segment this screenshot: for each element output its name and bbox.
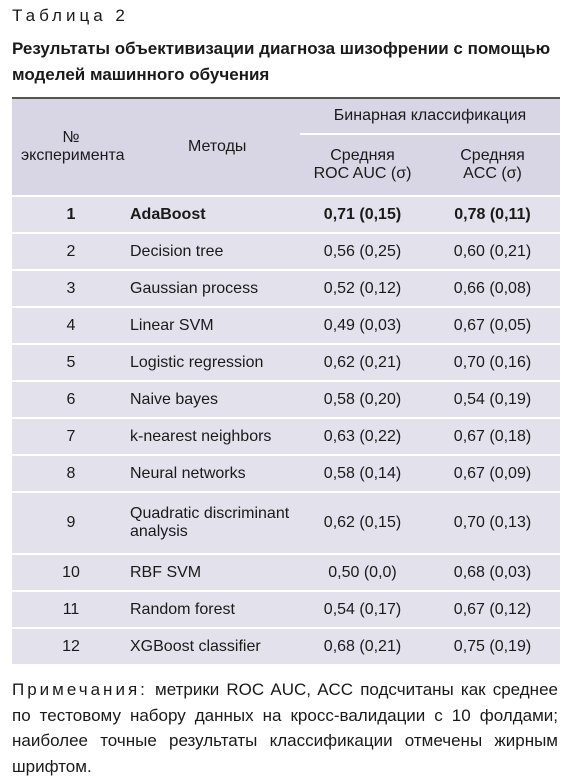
row-number: 8 [12, 454, 130, 492]
method: Naive bayes [130, 380, 300, 418]
acc: 0,54 (0,19) [425, 380, 560, 418]
row-number: 3 [12, 269, 130, 307]
roc-auc: 0,54 (0,17) [300, 590, 425, 628]
acc: 0,78 (0,11) [425, 195, 560, 233]
row-number: 9 [12, 491, 130, 554]
header-text: Средняя ROC AUC (σ) [313, 147, 412, 182]
row-number: 1 [12, 195, 130, 233]
header-cell: Средняя ROC AUC (σ) [300, 134, 425, 197]
roc-auc: 0,56 (0,25) [300, 232, 425, 270]
note-text: метрики ROC AUC, ACC подсчитаны как сред… [12, 680, 558, 776]
roc-auc: 0,52 (0,12) [300, 269, 425, 307]
row-number: 7 [12, 417, 130, 455]
method: k-nearest neighbors [130, 417, 300, 455]
acc: 0,68 (0,03) [425, 553, 560, 591]
header-cell: № эксперимента [12, 98, 130, 197]
roc-auc: 0,68 (0,21) [300, 627, 425, 664]
table-label: Таблица 2 [12, 6, 129, 25]
method: Gaussian process [130, 269, 300, 307]
method: XGBoost classifier [130, 627, 300, 664]
acc: 0,66 (0,08) [425, 269, 560, 307]
table-row: 6 Naive bayes 0,58 (0,20) 0,54 (0,19) [12, 380, 560, 418]
table-row: 12 XGBoost classifier 0,68 (0,21) 0,75 (0,1… [12, 627, 560, 664]
roc-auc: 0,63 (0,22) [300, 417, 425, 455]
note: Примечания: метрики ROC AUC, ACC подсчит… [12, 677, 558, 779]
header-text: № эксперимента [21, 129, 125, 164]
table-row: 5 Logistic regression 0,62 (0,21) 0,70 (0,1… [12, 343, 560, 381]
method: Neural networks [130, 454, 300, 492]
roc-auc: 0,62 (0,21) [300, 343, 425, 381]
table-row: 9 Quadratic discriminant analysis 0,62 (0,… [12, 491, 560, 554]
row-number: 5 [12, 343, 130, 381]
acc: 0,60 (0,21) [425, 232, 560, 270]
header-text: Средняя ACC (σ) [460, 147, 525, 182]
method: Linear SVM [130, 306, 300, 344]
roc-auc: 0,50 (0,0) [300, 553, 425, 591]
row-number: 6 [12, 380, 130, 418]
table-row: 1 AdaBoost 0,71 (0,15) 0,78 (0,11) [12, 195, 560, 233]
table-row: 8 Neural networks 0,58 (0,14) 0,67 (0,09) [12, 454, 560, 492]
table-row: 2 Decision tree 0,56 (0,25) 0,60 (0,21) [12, 232, 560, 270]
acc: 0,70 (0,13) [425, 491, 560, 554]
method: Logistic regression [130, 343, 300, 381]
method: Decision tree [130, 232, 300, 270]
roc-auc: 0,62 (0,15) [300, 491, 425, 554]
acc: 0,67 (0,18) [425, 417, 560, 455]
acc: 0,67 (0,12) [425, 590, 560, 628]
header-cell: Методы [130, 98, 300, 197]
acc: 0,67 (0,09) [425, 454, 560, 492]
acc: 0,67 (0,05) [425, 306, 560, 344]
row-number: 11 [12, 590, 130, 628]
table-row: 3 Gaussian process 0,52 (0,12) 0,66 (0,08) [12, 269, 560, 307]
header-cell: Средняя ACC (σ) [425, 134, 560, 197]
header-cell: Бинарная классификация [300, 98, 560, 135]
table-row: 4 Linear SVM 0,49 (0,03) 0,67 (0,05) [12, 306, 560, 344]
table-row: 10 RBF SVM 0,50 (0,0) 0,68 (0,03) [12, 553, 560, 591]
table-row: 11 Random forest 0,54 (0,17) 0,67 (0,12) [12, 590, 560, 628]
roc-auc: 0,49 (0,03) [300, 306, 425, 344]
method: Quadratic discriminant analysis [130, 491, 300, 554]
header-text: Методы [188, 138, 247, 155]
roc-auc: 0,58 (0,14) [300, 454, 425, 492]
table-row: 7 k-nearest neighbors 0,63 (0,22) 0,67 (0,1… [12, 417, 560, 455]
row-number: 4 [12, 306, 130, 344]
roc-auc: 0,71 (0,15) [300, 195, 425, 233]
row-number: 12 [12, 627, 130, 664]
note-label: Примечания: [12, 680, 148, 699]
acc: 0,70 (0,16) [425, 343, 560, 381]
row-number: 10 [12, 553, 130, 591]
roc-auc: 0,58 (0,20) [300, 380, 425, 418]
method: AdaBoost [130, 195, 300, 233]
method: RBF SVM [130, 553, 300, 591]
acc: 0,75 (0,19) [425, 627, 560, 664]
table-title: Результаты объективизации диагноза шизоф… [12, 39, 551, 84]
results-table: № эксперимента Методы Бинарная классифик… [12, 97, 560, 664]
method: Random forest [130, 590, 300, 628]
row-number: 2 [12, 232, 130, 270]
